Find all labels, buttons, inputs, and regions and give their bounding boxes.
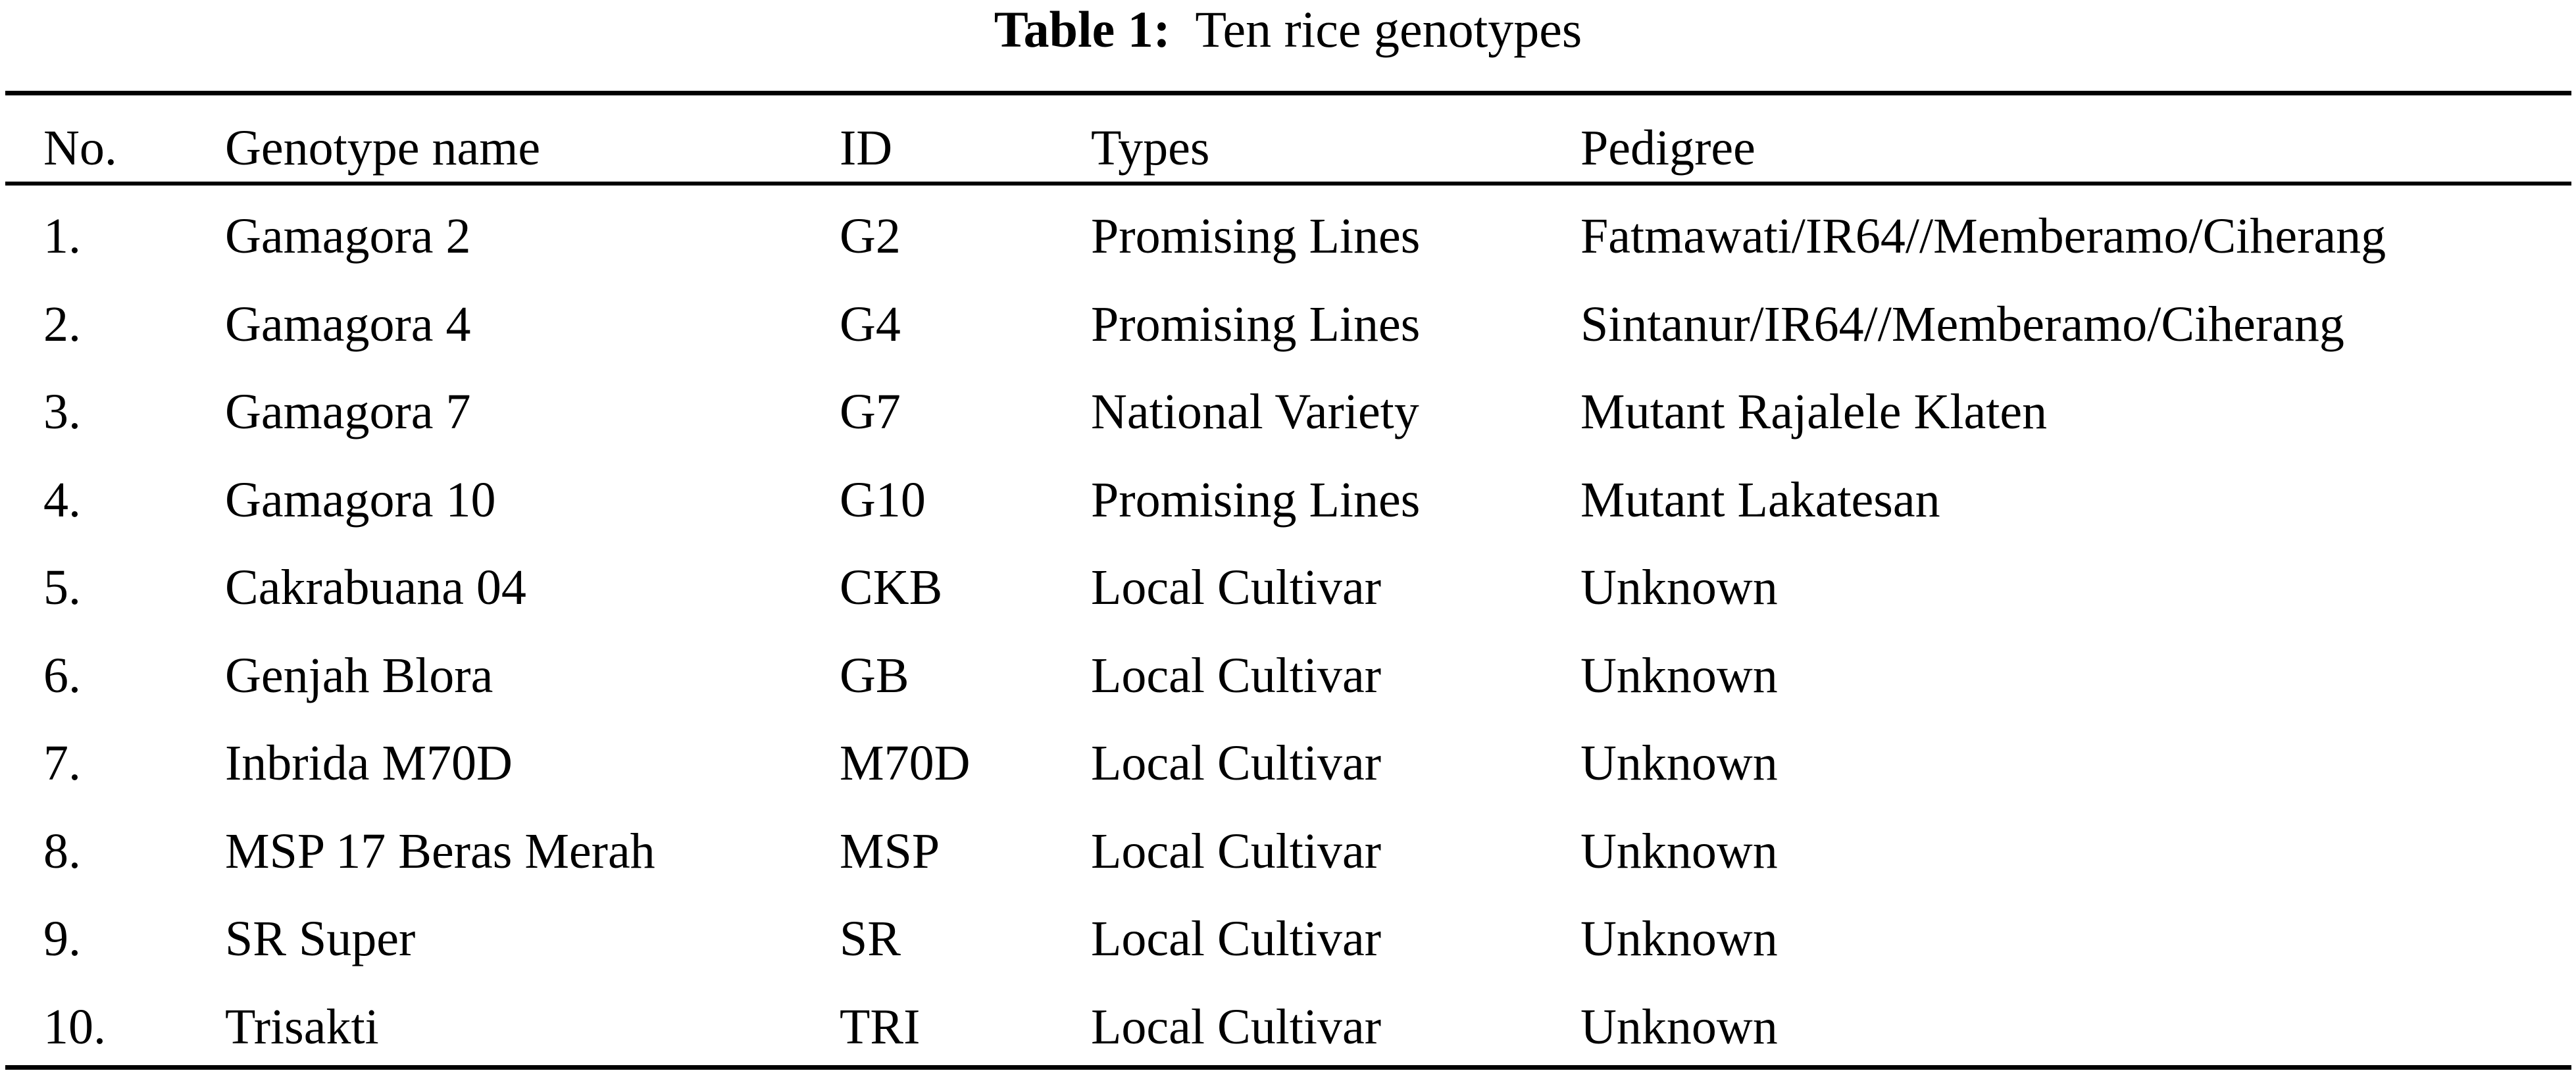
cell-id: G7 <box>840 384 901 439</box>
cell-id: G10 <box>840 472 926 528</box>
cell-id: G4 <box>840 296 901 352</box>
cell-id: M70D <box>840 736 971 791</box>
table-row: 2. Gamagora 4 G4 Promising Lines Sintanur/IR… <box>0 280 2576 368</box>
bottom-rule <box>5 1065 2571 1070</box>
caption-label: Table 1: <box>994 1 1171 58</box>
cell-pedigree: Unknown <box>1580 823 1778 879</box>
cell-genotype-name: Trisakti <box>225 999 379 1055</box>
cell-pedigree: Unknown <box>1580 999 1778 1055</box>
cell-genotype-name: Inbrida M70D <box>225 736 513 791</box>
table-caption: Table 1: Ten rice genotypes <box>0 0 2576 59</box>
header-no: No. <box>43 120 117 176</box>
cell-no: 3. <box>43 384 81 439</box>
cell-id: CKB <box>840 560 943 615</box>
cell-type: Local Cultivar <box>1091 736 1382 791</box>
table-row: 4. Gamagora 10 G10 Promising Lines Mutant La… <box>0 456 2576 544</box>
cell-type: Local Cultivar <box>1091 823 1382 879</box>
cell-genotype-name: Cakrabuana 04 <box>225 560 526 615</box>
cell-no: 5. <box>43 560 81 615</box>
table-row: 1. Gamagora 2 G2 Promising Lines Fatmawati/I… <box>0 192 2576 280</box>
table-header-row: No. Genotype name ID Types Pedigree <box>0 104 2576 192</box>
cell-type: Promising Lines <box>1091 209 1421 264</box>
cell-no: 10. <box>43 999 106 1055</box>
table-row: 10. Trisakti TRI Local Cultivar Unknown <box>0 983 2576 1071</box>
header-genotype-name: Genotype name <box>225 120 541 176</box>
cell-genotype-name: MSP 17 Beras Merah <box>225 823 655 879</box>
cell-type: Local Cultivar <box>1091 911 1382 966</box>
cell-no: 7. <box>43 736 81 791</box>
cell-no: 9. <box>43 911 81 966</box>
cell-no: 1. <box>43 209 81 264</box>
caption-text: Ten rice genotypes <box>1195 1 1582 58</box>
cell-pedigree: Unknown <box>1580 736 1778 791</box>
table-row: 9. SR Super SR Local Cultivar Unknown <box>0 895 2576 983</box>
cell-genotype-name: Gamagora 10 <box>225 472 496 528</box>
header-types: Types <box>1091 120 1210 176</box>
cell-no: 6. <box>43 647 81 703</box>
table-row: 3. Gamagora 7 G7 National Variety Mutant Raj… <box>0 368 2576 456</box>
cell-type: National Variety <box>1091 384 1419 439</box>
header-rule <box>5 182 2571 186</box>
cell-genotype-name: Genjah Blora <box>225 647 493 703</box>
cell-pedigree: Unknown <box>1580 560 1778 615</box>
top-rule <box>5 91 2571 95</box>
cell-pedigree: Unknown <box>1580 647 1778 703</box>
cell-pedigree: Mutant Rajalele Klaten <box>1580 384 2048 439</box>
cell-genotype-name: Gamagora 7 <box>225 384 471 439</box>
table-row: 7. Inbrida M70D M70D Local Cultivar Unknown <box>0 719 2576 807</box>
cell-id: SR <box>840 911 901 966</box>
cell-pedigree: Sintanur/IR64//Memberamo/Ciherang <box>1580 296 2344 352</box>
header-id: ID <box>840 120 893 176</box>
cell-type: Promising Lines <box>1091 296 1421 352</box>
cell-id: GB <box>840 647 909 703</box>
cell-no: 2. <box>43 296 81 352</box>
cell-no: 4. <box>43 472 81 528</box>
cell-id: G2 <box>840 209 901 264</box>
table-row: 6. Genjah Blora GB Local Cultivar Unknown <box>0 632 2576 720</box>
cell-type: Local Cultivar <box>1091 560 1382 615</box>
cell-no: 8. <box>43 823 81 879</box>
cell-genotype-name: Gamagora 4 <box>225 296 471 352</box>
table-row: 5. Cakrabuana 04 CKB Local Cultivar Unknown <box>0 543 2576 632</box>
cell-type: Local Cultivar <box>1091 647 1382 703</box>
cell-genotype-name: SR Super <box>225 911 416 966</box>
cell-pedigree: Unknown <box>1580 911 1778 966</box>
table-row: 8. MSP 17 Beras Merah MSP Local Cultivar Unk… <box>0 807 2576 895</box>
cell-id: MSP <box>840 823 940 879</box>
header-pedigree: Pedigree <box>1580 120 1755 176</box>
cell-pedigree: Mutant Lakatesan <box>1580 472 1940 528</box>
cell-genotype-name: Gamagora 2 <box>225 209 471 264</box>
cell-type: Promising Lines <box>1091 472 1421 528</box>
cell-id: TRI <box>840 999 921 1055</box>
cell-type: Local Cultivar <box>1091 999 1382 1055</box>
cell-pedigree: Fatmawati/IR64//Memberamo/Ciherang <box>1580 209 2387 264</box>
